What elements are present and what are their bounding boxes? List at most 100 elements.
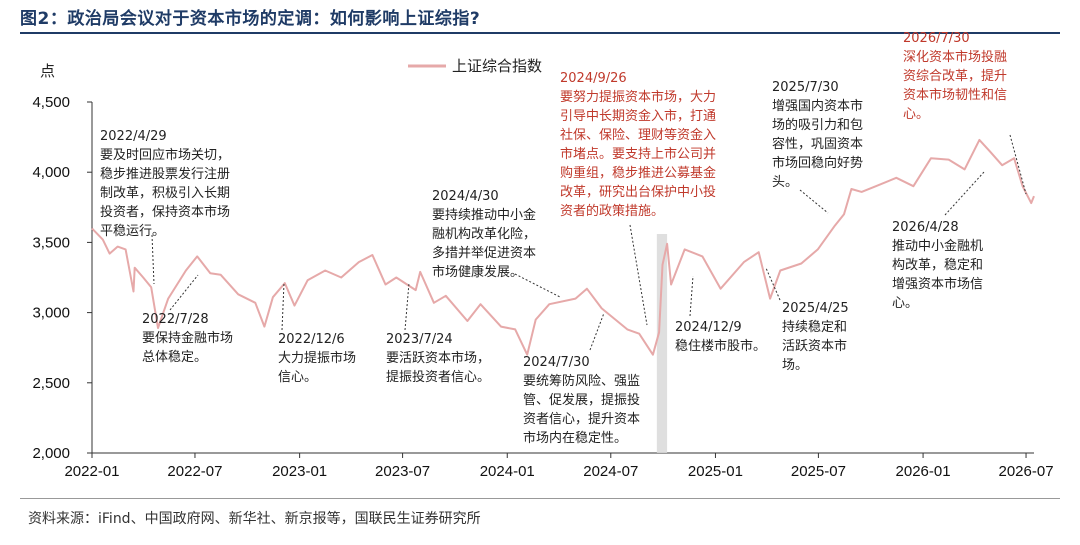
annotation-text: 增强资本市场信 xyxy=(892,276,983,292)
annotation-text: 要及时回应市场关切， xyxy=(100,147,230,163)
leader-line xyxy=(589,312,605,351)
annotation-date: 2024/7/30 xyxy=(523,355,590,370)
leader-line xyxy=(1009,134,1027,195)
annotation-2022-4-29: 2022/4/29 要及时回应市场关切， 稳步推进股票发行注册制改革，积极引入长期投… xyxy=(100,129,230,239)
annotation-text: 改革，研究出台保护中小投 xyxy=(560,184,716,200)
leader-line xyxy=(404,282,410,331)
annotation-text: 融机构改革化险， xyxy=(432,227,536,242)
x-tick-label: 2025-01 xyxy=(688,463,743,480)
annotation-date: 2025/4/25 xyxy=(782,301,849,316)
annotation-text: 资者信心，提升资本 xyxy=(523,411,640,427)
x-tick-label: 2024-07 xyxy=(583,463,638,480)
annotation-text: 市堵点。要支持上市公司并 xyxy=(560,146,716,162)
annotation-text: 稳住楼市股市。 xyxy=(675,338,766,354)
source-note: 资料来源：iFind、中国政府网、新华社、新京报等，国联民生证券研究所 xyxy=(28,511,481,527)
annotation-date: 2024/9/26 xyxy=(560,71,627,86)
x-tick-label: 2023-01 xyxy=(272,463,327,480)
annotation-text: 心。 xyxy=(892,296,918,311)
annotations: 2022/4/29 要及时回应市场关切， 稳步推进股票发行注册制改革，积极引入长期投… xyxy=(100,31,1007,446)
annotation-text: 头。 xyxy=(772,175,798,190)
leader-line xyxy=(944,171,985,216)
leader-line xyxy=(765,267,781,301)
annotation-date: 2023/7/24 xyxy=(386,332,453,347)
annotation-text: 构改革，稳定和 xyxy=(892,257,983,273)
y-tick-label: 3,000 xyxy=(32,305,70,322)
annotation-text: 管、促发展，提振投 xyxy=(523,392,640,408)
annotation-text: 资本市场韧性和信 xyxy=(903,87,1007,103)
y-tick-label: 2,500 xyxy=(32,375,70,392)
annotation-date: 2025/7/30 xyxy=(772,80,839,95)
annotation-text: 资综合改革，提升 xyxy=(903,68,1007,84)
leader-line xyxy=(689,275,694,317)
annotation-text: 活跃资本市 xyxy=(782,338,847,354)
line-chart: 点 2,000 2,500 3,000 3,500 4,000 4,500 2022-01 20… xyxy=(32,31,1053,480)
y-tick-label: 4,000 xyxy=(32,164,70,181)
figure-title: 图2：政治局会议对于资本市场的定调：如何影响上证综指? xyxy=(20,9,481,29)
annotation-text: 信心。 xyxy=(278,370,317,385)
annotation-text: 提振投资者信心。 xyxy=(386,369,490,385)
x-tick-label: 2022-07 xyxy=(167,463,222,480)
annotation-text: 大力提振市场 xyxy=(278,350,356,366)
annotation-2024-9-26: 2024/9/26 要努力提振资本市场，大力引导中长期资金入市，打通社保、保险、理… xyxy=(560,71,716,219)
x-tick-label: 2024-01 xyxy=(480,463,535,480)
annotation-text: 要持续推动中小金 xyxy=(432,207,536,223)
leader-line xyxy=(514,273,561,298)
annotation-text: 制改革，积极引入长期 xyxy=(100,186,230,201)
annotation-text: 场。 xyxy=(782,358,808,373)
annotation-text: 多措并举促进资本 xyxy=(432,245,536,261)
source-divider xyxy=(20,498,1060,499)
annotation-text: 平稳运行。 xyxy=(100,223,165,239)
annotation-text: 市场内在稳定性。 xyxy=(523,430,627,446)
annotation-date: 2022/12/6 xyxy=(278,332,345,347)
annotation-text: 增强国内资本市 xyxy=(772,98,863,114)
annotation-text: 推动中小金融机 xyxy=(892,238,983,254)
annotation-text: 心。 xyxy=(903,107,929,122)
annotation-text: 要活跃资本市场， xyxy=(386,350,490,366)
x-tick-label: 2022-01 xyxy=(64,463,119,480)
annotation-date: 2026/4/28 xyxy=(892,220,959,235)
title-divider xyxy=(20,32,1060,34)
legend: 上证综合指数 xyxy=(408,57,542,75)
leader-line xyxy=(169,274,199,311)
leader-line xyxy=(629,224,648,326)
annotation-date: 2022/4/29 xyxy=(100,129,167,144)
annotation-text: 场的吸引力和包 xyxy=(772,117,863,133)
annotation-text: 购重组，稳步推进公募基金 xyxy=(560,165,716,181)
x-tick-label: 2026-07 xyxy=(999,463,1054,480)
annotation-date: 2026/7/30 xyxy=(903,31,970,46)
annotation-2023-7-24: 2023/7/24 要活跃资本市场， 提振投资者信心。 xyxy=(386,332,490,385)
y-tick-label: 4,500 xyxy=(32,94,70,111)
leader-line xyxy=(151,234,155,285)
annotation-2024-7-30: 2024/7/30 要统筹防风险、强监管、促发展，提振投资者信心，提升资本市场内在… xyxy=(523,355,640,446)
annotation-text: 容性，巩固资本 xyxy=(772,136,863,152)
annotation-text: 深化资本市场投融 xyxy=(903,49,1007,65)
y-tick-label: 2,000 xyxy=(32,445,70,462)
leader-line xyxy=(799,189,829,214)
chart-axes: 点 2,000 2,500 3,000 3,500 4,000 4,500 2022-01 20… xyxy=(32,62,1053,480)
x-tick-label: 2025-07 xyxy=(791,463,846,480)
annotation-date: 2024/12/9 xyxy=(675,320,742,335)
y-axis-unit: 点 xyxy=(40,62,55,80)
annotation-text: 社保、保险、理财等资金入 xyxy=(560,127,716,143)
annotation-text: 总体稳定。 xyxy=(142,349,207,365)
annotation-text: 投资者，保持资本市场 xyxy=(100,204,230,220)
annotation-text: 要保持金融市场 xyxy=(142,330,233,346)
annotation-text: 引导中长期资金入市，打通 xyxy=(560,108,716,124)
shade-layer xyxy=(656,234,668,453)
leader-lines xyxy=(151,134,1027,351)
annotation-text: 市场回稳向好势 xyxy=(772,155,863,171)
y-tick-label: 3,500 xyxy=(32,234,70,251)
legend-label: 上证综合指数 xyxy=(452,57,542,75)
line-layer xyxy=(91,138,1035,356)
x-tick-label: 2023-07 xyxy=(375,463,430,480)
annotation-text: 要统筹防风险、强监 xyxy=(523,373,640,389)
leader-line xyxy=(281,282,285,331)
annotation-2024-12-9: 2024/12/9 稳住楼市股市。 xyxy=(675,320,766,354)
